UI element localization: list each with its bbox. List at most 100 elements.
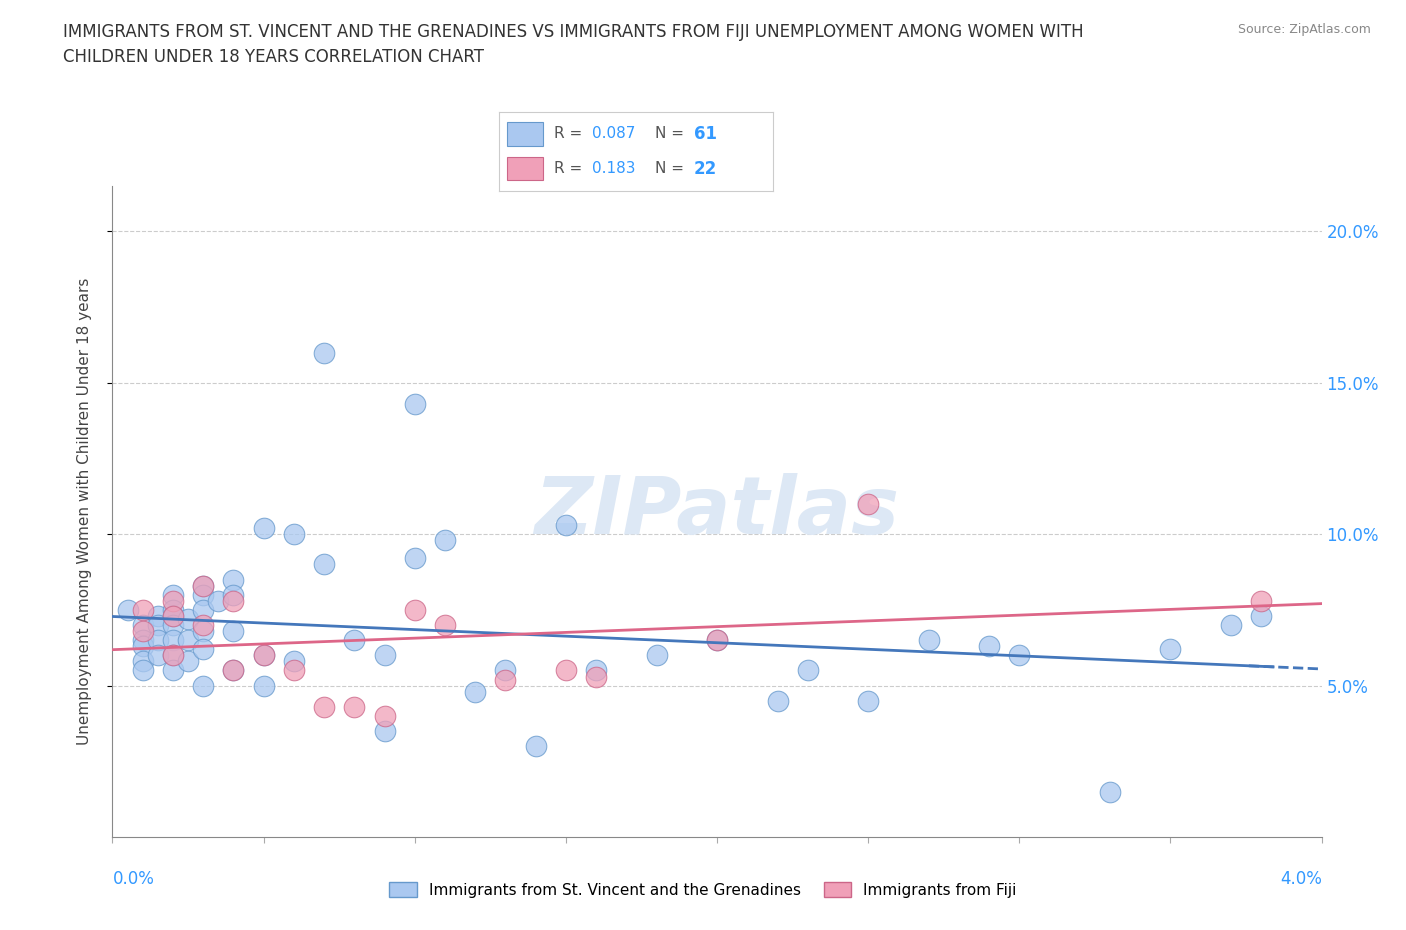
- Point: [222, 588, 245, 603]
- Point: [373, 724, 396, 738]
- Point: [162, 632, 184, 647]
- Point: [222, 663, 245, 678]
- Point: [706, 632, 728, 647]
- Point: [343, 699, 366, 714]
- Point: [162, 588, 184, 603]
- Point: [253, 648, 276, 663]
- Point: [495, 663, 517, 678]
- Point: [979, 639, 1001, 654]
- Text: N =: N =: [655, 126, 685, 141]
- Point: [132, 639, 155, 654]
- Point: [253, 648, 276, 663]
- Point: [132, 624, 155, 639]
- Point: [191, 603, 215, 618]
- Point: [132, 603, 155, 618]
- Text: 0.183: 0.183: [592, 161, 636, 176]
- Point: [585, 669, 607, 684]
- Point: [464, 684, 486, 699]
- Point: [253, 521, 276, 536]
- Point: [222, 663, 245, 678]
- Point: [177, 632, 200, 647]
- Point: [404, 551, 426, 565]
- Point: [856, 693, 880, 708]
- Text: 0.087: 0.087: [592, 126, 636, 141]
- Point: [191, 588, 215, 603]
- Point: [162, 608, 184, 623]
- Point: [1219, 618, 1241, 632]
- Point: [146, 648, 169, 663]
- Point: [162, 648, 184, 663]
- Point: [1098, 784, 1121, 799]
- Point: [191, 578, 215, 593]
- Point: [191, 618, 215, 632]
- Point: [404, 603, 426, 618]
- Point: [162, 663, 184, 678]
- Point: [162, 593, 184, 608]
- Point: [283, 663, 305, 678]
- Point: [917, 632, 939, 647]
- Point: [312, 699, 335, 714]
- Point: [222, 624, 245, 639]
- Point: [117, 603, 139, 618]
- Bar: [508, 156, 543, 180]
- Bar: [508, 122, 543, 146]
- Point: [404, 396, 426, 411]
- Point: [132, 618, 155, 632]
- Point: [554, 663, 576, 678]
- Point: [222, 593, 245, 608]
- Point: [343, 632, 366, 647]
- Point: [253, 678, 276, 693]
- Point: [146, 608, 169, 623]
- Point: [796, 663, 818, 678]
- Point: [132, 663, 155, 678]
- Point: [191, 578, 215, 593]
- Point: [1250, 608, 1272, 623]
- Text: 61: 61: [693, 125, 717, 142]
- Point: [146, 618, 169, 632]
- Point: [177, 654, 200, 669]
- Text: N =: N =: [655, 161, 685, 176]
- Point: [191, 624, 215, 639]
- Point: [162, 603, 184, 618]
- Text: Source: ZipAtlas.com: Source: ZipAtlas.com: [1237, 23, 1371, 36]
- Text: 22: 22: [693, 160, 717, 178]
- Text: IMMIGRANTS FROM ST. VINCENT AND THE GRENADINES VS IMMIGRANTS FROM FIJI UNEMPLOYM: IMMIGRANTS FROM ST. VINCENT AND THE GREN…: [63, 23, 1084, 41]
- Point: [495, 672, 517, 687]
- Point: [191, 642, 215, 657]
- Text: 4.0%: 4.0%: [1279, 870, 1322, 888]
- Point: [1250, 593, 1272, 608]
- Point: [766, 693, 789, 708]
- Point: [312, 345, 335, 360]
- Point: [706, 632, 728, 647]
- Y-axis label: Unemployment Among Women with Children Under 18 years: Unemployment Among Women with Children U…: [77, 278, 91, 745]
- Text: R =: R =: [554, 161, 582, 176]
- Point: [162, 648, 184, 663]
- Point: [177, 612, 200, 627]
- Point: [524, 738, 547, 753]
- Legend: Immigrants from St. Vincent and the Grenadines, Immigrants from Fiji: Immigrants from St. Vincent and the Gren…: [382, 875, 1024, 904]
- Point: [207, 593, 229, 608]
- Point: [283, 654, 305, 669]
- Text: ZIPatlas: ZIPatlas: [534, 472, 900, 551]
- Point: [433, 533, 456, 548]
- Point: [132, 654, 155, 669]
- Point: [222, 572, 245, 587]
- Point: [312, 557, 335, 572]
- Point: [162, 618, 184, 632]
- Point: [585, 663, 607, 678]
- Point: [283, 526, 305, 541]
- Point: [856, 497, 880, 512]
- Point: [191, 678, 215, 693]
- Point: [645, 648, 668, 663]
- Text: 0.0%: 0.0%: [112, 870, 155, 888]
- Point: [146, 632, 169, 647]
- Point: [554, 518, 576, 533]
- Text: CHILDREN UNDER 18 YEARS CORRELATION CHART: CHILDREN UNDER 18 YEARS CORRELATION CHAR…: [63, 48, 484, 66]
- Point: [433, 618, 456, 632]
- Point: [373, 709, 396, 724]
- Text: R =: R =: [554, 126, 582, 141]
- Point: [373, 648, 396, 663]
- Point: [1159, 642, 1181, 657]
- Point: [1008, 648, 1031, 663]
- Point: [132, 632, 155, 647]
